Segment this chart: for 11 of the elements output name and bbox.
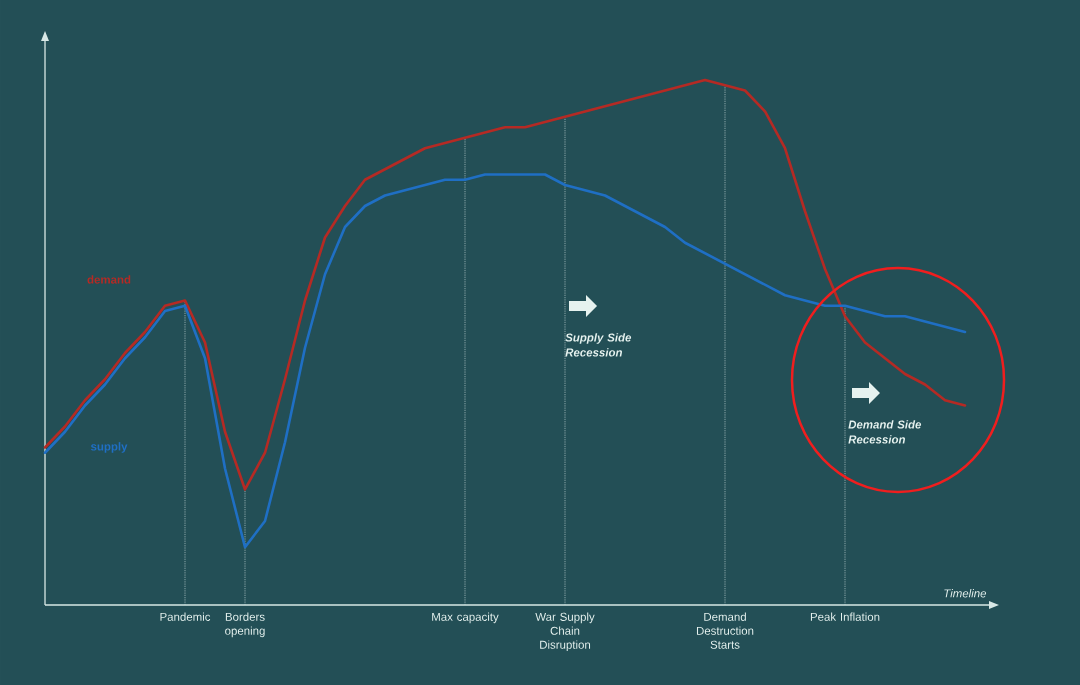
x-tick-label: Pandemic: [160, 612, 211, 621]
text: supply: [90, 442, 128, 453]
x-tick-label: Borders opening: [225, 612, 265, 638]
annotation: Supply Side Recession: [565, 333, 632, 357]
x-tick-label: Max capacity: [432, 612, 499, 624]
x-tick-label: Demand Destruction Starts: [696, 612, 754, 649]
x-axis-title: Timeline: [944, 589, 987, 598]
x-tick-label: Peak Inflation: [810, 612, 880, 621]
text: demand: [87, 275, 131, 284]
x-tick-label: War Supply Chain Disruption: [535, 612, 595, 652]
annotation: Demand Side Recession: [848, 420, 922, 444]
